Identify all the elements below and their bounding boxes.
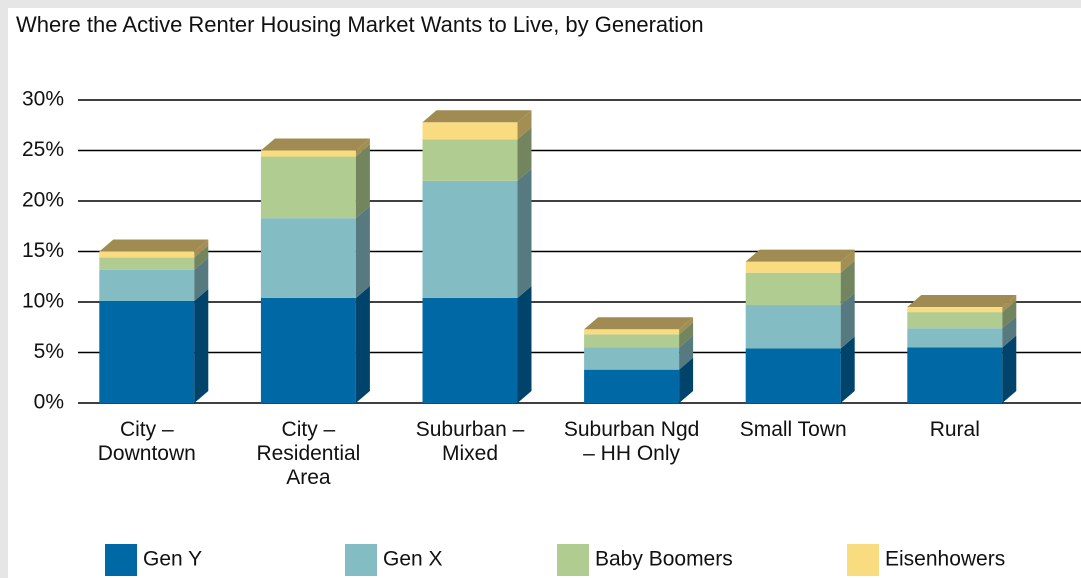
bar-top	[260, 138, 370, 151]
legend-label: Gen X	[383, 548, 443, 571]
bar-side	[355, 206, 370, 298]
bar-side	[355, 285, 370, 403]
bar-side	[517, 168, 532, 298]
bar-segment	[907, 328, 1003, 348]
bar-segment	[584, 329, 680, 335]
bar-segment	[907, 312, 1003, 329]
bar-side	[1002, 316, 1017, 348]
bar-segment	[99, 257, 195, 270]
bar-side	[1002, 335, 1017, 403]
legend-label: Baby Boomers	[595, 548, 733, 571]
legend-label: Gen Y	[143, 548, 202, 571]
legend-swatch	[345, 544, 377, 576]
y-tick-label: 0%	[34, 391, 64, 414]
x-tick-label: Small Town	[739, 418, 847, 441]
bar-segment	[745, 348, 841, 403]
bar-side	[517, 285, 532, 403]
bar-top	[745, 249, 855, 262]
legend-label: Eisenhowers	[885, 548, 1005, 571]
legend-swatch	[105, 544, 137, 576]
y-tick-label: 30%	[22, 88, 64, 111]
bar-segment	[422, 297, 518, 403]
bar-side	[679, 357, 694, 403]
y-tick-label: 20%	[22, 189, 64, 212]
y-tick-label: 10%	[22, 290, 64, 313]
bar-side	[194, 239, 209, 258]
bar-side	[355, 144, 370, 219]
bar-side	[679, 322, 694, 348]
bar-segment	[422, 180, 518, 298]
bar-segment	[745, 272, 841, 306]
x-tick-label: Suburban – Mixed	[415, 418, 525, 465]
legend-swatch	[847, 544, 879, 576]
y-tick-label: 15%	[22, 239, 64, 262]
bar-segment	[99, 251, 195, 258]
bar-side	[840, 293, 855, 349]
bar-segment	[260, 156, 356, 219]
bar-side	[679, 335, 694, 370]
bar-segment	[907, 347, 1003, 403]
bar-top	[422, 110, 532, 123]
bar-segment	[99, 269, 195, 301]
y-tick-label: 25%	[22, 138, 64, 161]
bar-segment	[260, 218, 356, 298]
bar-segment	[260, 150, 356, 157]
x-tick-label: City – Residential Area	[256, 418, 361, 489]
bar-side	[517, 110, 532, 140]
chart-title: Where the Active Renter Housing Market W…	[16, 12, 704, 37]
bar-side	[194, 245, 209, 270]
bar-side	[840, 249, 855, 273]
bar-segment	[260, 297, 356, 403]
x-tick-label: Suburban Ngd – HH Only	[563, 418, 700, 465]
bar-side	[194, 288, 209, 403]
bar-segment	[584, 369, 680, 403]
x-tick-label: Rural	[929, 418, 980, 441]
bar-top	[99, 239, 209, 252]
bar-side	[517, 127, 532, 181]
bar-segment	[745, 305, 841, 349]
bar-side	[194, 257, 209, 301]
bar-side	[355, 138, 370, 157]
bar-segment	[99, 300, 195, 403]
bar-side	[1002, 300, 1017, 329]
bar-segment	[584, 347, 680, 370]
bar-segment	[584, 334, 680, 348]
x-tick-label: City – Downtown	[97, 418, 196, 465]
bar-segment	[422, 122, 518, 140]
bar-segment	[907, 307, 1003, 313]
bar-segment	[422, 139, 518, 181]
bar-side	[679, 317, 694, 335]
bar-top	[907, 295, 1017, 308]
bar-segment	[745, 261, 841, 273]
bar-top	[584, 317, 694, 330]
bar-side	[840, 260, 855, 306]
bar-side	[1002, 295, 1017, 313]
legend-swatch	[557, 544, 589, 576]
bar-side	[840, 336, 855, 403]
y-tick-label: 5%	[34, 340, 64, 363]
